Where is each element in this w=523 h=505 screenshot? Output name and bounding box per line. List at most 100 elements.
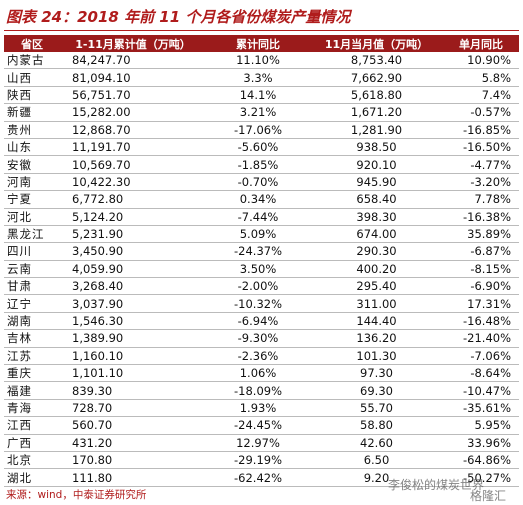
table-cell: 400.20: [310, 260, 443, 279]
table-cell: 35.89%: [443, 225, 519, 244]
table-cell: 5.09%: [206, 225, 310, 244]
table-cell: 42.60: [310, 434, 443, 452]
table-cell: 5,618.80: [310, 86, 443, 105]
table-cell: 广西: [4, 434, 60, 452]
table-cell: 11.10%: [206, 52, 310, 70]
table-cell: -2.36%: [206, 347, 310, 366]
table-row: 湖北 111.80 -62.42% 9.20 -50.27%: [4, 468, 519, 487]
table-cell: 5,231.90: [60, 225, 206, 244]
table-cell: -6.94%: [206, 312, 310, 331]
table-cell: -9.30%: [206, 329, 310, 348]
table-cell: 17.31%: [443, 294, 519, 313]
table-cell: 81,094.10: [60, 68, 206, 87]
table-cell: 安徽: [4, 155, 60, 174]
header-cell: 11月当月值（万吨）: [310, 35, 443, 52]
table-cell: 1,671.20: [310, 103, 443, 122]
table-row: 青海 728.70 1.93% 55.70 -35.61%: [4, 399, 519, 418]
table-cell: 1,546.30: [60, 312, 206, 331]
table-cell: -24.45%: [206, 416, 310, 435]
table-row: 江苏 1,160.10 -2.36% 101.30 -7.06%: [4, 347, 519, 366]
table-cell: 938.50: [310, 138, 443, 157]
table-cell: 四川: [4, 242, 60, 261]
table-cell: -5.60%: [206, 138, 310, 157]
table-cell: -4.77%: [443, 155, 519, 174]
table-row: 山东 11,191.70 -5.60% 938.50 -16.50%: [4, 138, 519, 157]
table-cell: 云南: [4, 260, 60, 279]
table-cell: 河南: [4, 173, 60, 192]
table-cell: 福建: [4, 381, 60, 400]
table-cell: -24.37%: [206, 242, 310, 261]
table-cell: 陕西: [4, 86, 60, 105]
table-cell: 839.30: [60, 381, 206, 400]
table-cell: 101.30: [310, 347, 443, 366]
table-cell: -0.57%: [443, 103, 519, 122]
header-cell: 省区: [4, 35, 60, 52]
table-cell: 4,059.90: [60, 260, 206, 279]
table-cell: 新疆: [4, 103, 60, 122]
table-row: 贵州 12,868.70 -17.06% 1,281.90 -16.85%: [4, 121, 519, 139]
table-cell: -18.09%: [206, 381, 310, 400]
table-cell: 1,101.10: [60, 364, 206, 383]
table-row: 宁夏 6,772.80 0.34% 658.40 7.78%: [4, 190, 519, 209]
table-row: 安徽 10,569.70 -1.85% 920.10 -4.77%: [4, 155, 519, 174]
table-cell: 3,037.90: [60, 294, 206, 313]
table-row: 北京 170.80 -29.19% 6.50 -64.86%: [4, 451, 519, 470]
table-row: 江西 560.70 -24.45% 58.80 5.95%: [4, 416, 519, 435]
table-cell: 658.40: [310, 190, 443, 209]
table-cell: 3.21%: [206, 103, 310, 122]
table-cell: 宁夏: [4, 190, 60, 209]
table-cell: 3.3%: [206, 68, 310, 87]
table-cell: 69.30: [310, 381, 443, 400]
table-cell: 1,160.10: [60, 347, 206, 366]
table-cell: -2.00%: [206, 277, 310, 296]
table-cell: 湖北: [4, 468, 60, 487]
table-cell: 1.93%: [206, 399, 310, 418]
table-cell: 3,268.40: [60, 277, 206, 296]
table-body: 内蒙古 84,247.70 11.10% 8,753.40 10.90% 山西 81,094…: [4, 52, 519, 487]
table-cell: -8.64%: [443, 364, 519, 383]
table-cell: -16.38%: [443, 208, 519, 226]
table-cell: -16.48%: [443, 312, 519, 331]
table-cell: -62.42%: [206, 468, 310, 487]
table-cell: 12.97%: [206, 434, 310, 452]
table-cell: 10,422.30: [60, 173, 206, 192]
table-cell: 江西: [4, 416, 60, 435]
table-cell: 674.00: [310, 225, 443, 244]
table-cell: -21.40%: [443, 329, 519, 348]
table-cell: 290.30: [310, 242, 443, 261]
table-row: 河北 5,124.20 -7.44% 398.30 -16.38%: [4, 208, 519, 226]
table-cell: 111.80: [60, 468, 206, 487]
table-cell: 北京: [4, 451, 60, 470]
table-cell: 0.34%: [206, 190, 310, 209]
table-cell: 1,281.90: [310, 121, 443, 139]
table-cell: 3.50%: [206, 260, 310, 279]
table-cell: -29.19%: [206, 451, 310, 470]
table-cell: 55.70: [310, 399, 443, 418]
table-row: 黑龙江 5,231.90 5.09% 674.00 35.89%: [4, 225, 519, 244]
table-cell: 144.40: [310, 312, 443, 331]
table-row: 新疆 15,282.00 3.21% 1,671.20 -0.57%: [4, 103, 519, 122]
table-cell: 山西: [4, 68, 60, 87]
table-cell: 728.70: [60, 399, 206, 418]
table-cell: -7.44%: [206, 208, 310, 226]
watermark: 李俊松的煤炭世界: [388, 478, 485, 492]
table-cell: -50.27%: [443, 468, 519, 487]
header-cell: 累计同比: [206, 35, 310, 52]
table-cell: 7.4%: [443, 86, 519, 105]
table-cell: 58.80: [310, 416, 443, 435]
table-cell: 398.30: [310, 208, 443, 226]
table-cell: 贵州: [4, 121, 60, 139]
header-cell: 单月同比: [443, 35, 519, 52]
table-cell: 5,124.20: [60, 208, 206, 226]
table-cell: -0.70%: [206, 173, 310, 192]
table-cell: 10,569.70: [60, 155, 206, 174]
table-cell: 6.50: [310, 451, 443, 470]
table-cell: -10.32%: [206, 294, 310, 313]
table-cell: -64.86%: [443, 451, 519, 470]
table-row: 湖南 1,546.30 -6.94% 144.40 -16.48%: [4, 312, 519, 331]
table-row: 四川 3,450.90 -24.37% 290.30 -6.87%: [4, 242, 519, 261]
table-cell: -6.90%: [443, 277, 519, 296]
table-cell: 5.95%: [443, 416, 519, 435]
title: 图表 24：2018 年前 11 个月各省份煤炭产量情况: [6, 8, 351, 26]
